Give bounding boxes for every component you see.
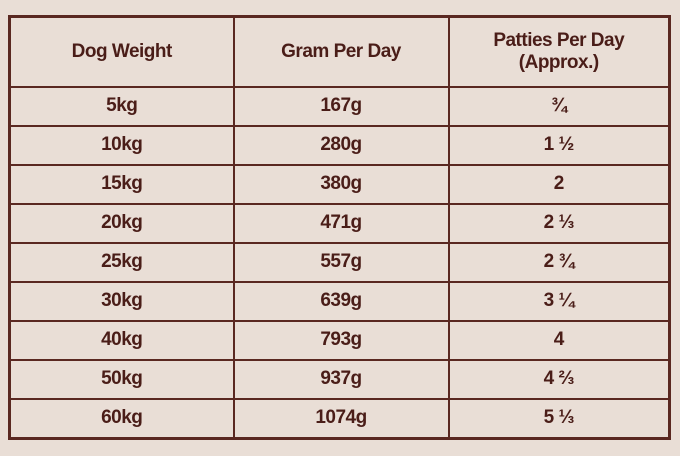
- table-cell: 1 ½: [447, 124, 671, 166]
- header-text: Gram Per Day: [281, 41, 401, 62]
- table-cell: ¾: [447, 86, 671, 127]
- table-cell: 5 ⅓: [447, 397, 671, 440]
- table-cell: 2: [447, 163, 671, 205]
- header-cell: Gram Per Day: [232, 15, 450, 88]
- table-cell: 2 ⅓: [447, 202, 671, 244]
- table-cell: 20kg: [8, 202, 235, 244]
- table-cell: 1074g: [232, 397, 450, 440]
- table-cell: 60kg: [8, 397, 235, 440]
- table-cell: 30kg: [8, 280, 235, 322]
- table-row: 15kg 380g 2: [8, 163, 671, 205]
- table-row: 25kg 557g 2 ¾: [8, 241, 671, 283]
- header-cell: Patties Per Day (Approx.): [447, 15, 671, 88]
- table-cell: 40kg: [8, 319, 235, 361]
- header-text: Dog Weight: [71, 41, 173, 62]
- table-cell: 3 ¼: [447, 280, 671, 322]
- table-row: 5kg 167g ¾: [8, 86, 671, 127]
- table-cell: 280g: [232, 124, 450, 166]
- table-row: 50kg 937g 4 ⅔: [8, 358, 671, 400]
- table-cell: 50kg: [8, 358, 235, 400]
- table-row: 30kg 639g 3 ¼: [8, 280, 671, 322]
- table-cell: 15kg: [8, 163, 235, 205]
- table-cell: 471g: [232, 202, 450, 244]
- table-row: 10kg 280g 1 ½: [8, 124, 671, 166]
- feeding-table: Dog Weight Gram Per Day Patties Per Day (A…: [8, 15, 671, 440]
- table-row: 60kg 1074g 5 ⅓: [8, 397, 671, 440]
- header-text: Patties Per Day (Approx.): [493, 30, 625, 73]
- table-cell: 2 ¾: [447, 241, 671, 283]
- table-cell: 167g: [232, 86, 450, 127]
- table-cell: 4 ⅔: [447, 358, 671, 400]
- table-cell: 5kg: [8, 86, 235, 127]
- table-cell: 793g: [232, 319, 450, 361]
- table-cell: 4: [447, 319, 671, 361]
- table-cell: 937g: [232, 358, 450, 400]
- header-row: Dog Weight Gram Per Day Patties Per Day (A…: [8, 15, 671, 88]
- table-row: 20kg 471g 2 ⅓: [8, 202, 671, 244]
- header-cell: Dog Weight: [8, 15, 235, 88]
- table-cell: 10kg: [8, 124, 235, 166]
- table-cell: 25kg: [8, 241, 235, 283]
- table-row: 40kg 793g 4: [8, 319, 671, 361]
- table-cell: 557g: [232, 241, 450, 283]
- table-cell: 380g: [232, 163, 450, 205]
- table-cell: 639g: [232, 280, 450, 322]
